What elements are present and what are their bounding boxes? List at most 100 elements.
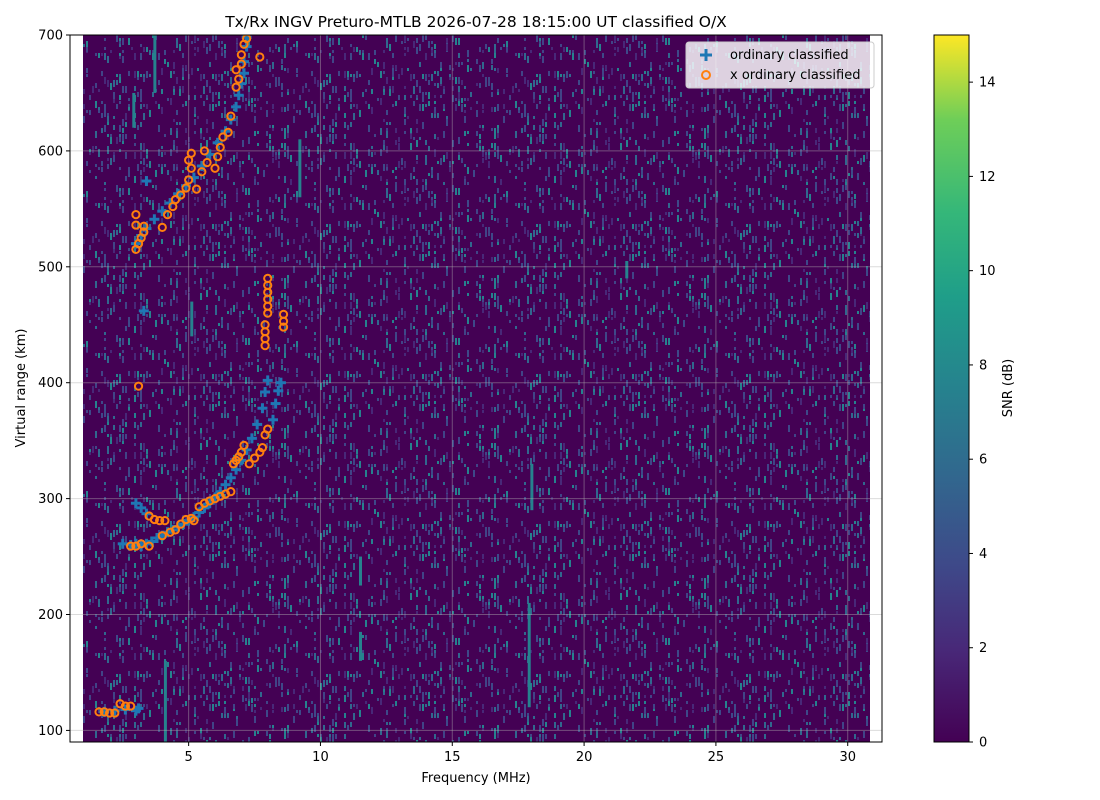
x-ordinary-point — [191, 184, 202, 194]
chart-title: Tx/Rx INGV Preturo-MTLB 2026-07-28 18:15… — [224, 13, 727, 31]
x-ordinary-point — [263, 273, 273, 283]
plot-area — [69, 34, 883, 743]
x-ordinary-point — [215, 142, 225, 153]
x-axis-label: Frequency (MHz) — [421, 771, 530, 786]
x-ordinary-point — [189, 516, 199, 526]
interference-streak — [359, 631, 362, 661]
x-ordinary-point — [197, 167, 207, 177]
colorbar-tick-label: 10 — [979, 264, 996, 279]
x-ordinary-point — [236, 59, 246, 69]
ordinary-point — [136, 502, 147, 513]
interference-streak — [163, 660, 167, 742]
legend-box — [685, 41, 875, 89]
x-ordinary-point — [110, 708, 120, 718]
series-x-ordinary — [94, 35, 289, 718]
x-ordinary-point — [157, 222, 167, 232]
x-ordinary-point — [213, 152, 223, 162]
interference-streak — [625, 261, 629, 279]
y-tick-label: 100 — [38, 724, 63, 739]
colorbar-tick-label: 6 — [979, 453, 987, 468]
x-ordinary-point — [176, 190, 186, 200]
colorbar-gradient — [933, 34, 970, 743]
ordinary-point — [262, 375, 273, 386]
interference-streak — [190, 301, 194, 337]
ordinary-point — [149, 214, 160, 225]
ordinary-point — [252, 419, 263, 430]
ordinary-point — [275, 377, 286, 388]
x-ordinary-point — [126, 701, 136, 711]
x-ordinary-point — [257, 443, 268, 453]
x-ordinary-point — [131, 210, 141, 220]
colorbar-tick-label: 12 — [979, 170, 996, 185]
y-tick-label: 500 — [38, 260, 63, 275]
x-ordinary-point — [218, 132, 228, 142]
x-ordinary-point — [226, 487, 236, 497]
x-ordinary-point — [139, 227, 149, 237]
ordinary-point — [225, 472, 236, 483]
x-ordinary-point — [162, 210, 173, 220]
colorbar: 0 2 4 6 8 10 12 14 SNR (dB) — [933, 34, 1016, 751]
x-ordinary-point — [202, 157, 212, 168]
x-ordinary-point — [231, 82, 241, 92]
legend-ordinary-label: ordinary classified — [730, 48, 849, 63]
colorbar-tick-label: 0 — [979, 736, 987, 751]
ordinary-point — [130, 498, 141, 509]
x-ordinary-point — [244, 459, 254, 469]
x-ordinary-point — [136, 539, 146, 549]
ordinary-point — [273, 385, 284, 396]
x-ordinary-point — [226, 111, 236, 121]
x-ordinary-point — [139, 221, 149, 231]
interference-streak — [153, 35, 157, 93]
x-tick-label: 20 — [576, 750, 593, 765]
x-ordinary-point — [231, 65, 241, 75]
interference-streak — [132, 92, 136, 128]
colorbar-ticks: 0 2 4 6 8 10 12 14 — [969, 76, 996, 751]
x-ordinary-point — [186, 163, 196, 173]
y-tick-label: 400 — [38, 376, 63, 391]
x-tick-label: 25 — [708, 750, 725, 765]
y-tick-label: 700 — [38, 29, 63, 44]
ordinary-point — [138, 305, 149, 316]
grid-lines — [70, 34, 882, 742]
ordinary-point — [220, 479, 231, 490]
colorbar-tick-label: 14 — [979, 76, 996, 91]
x-tick-label: 10 — [312, 750, 329, 765]
ordinary-point — [233, 90, 244, 101]
x-ordinary-point — [210, 163, 220, 173]
y-tick-label: 200 — [38, 608, 63, 623]
y-tick-label: 600 — [38, 144, 63, 159]
ordinary-point — [199, 502, 210, 513]
ordinary-point — [194, 507, 205, 518]
ordinary-point — [133, 703, 144, 714]
legend: ordinary classified x ordinary classifie… — [685, 41, 875, 89]
x-ordinary-point — [255, 52, 265, 62]
x-ordinary-point — [181, 183, 191, 193]
x-ordinary-point — [104, 708, 115, 718]
x-ordinary-point — [149, 514, 159, 525]
x-axis: 5 10 15 20 25 30 — [184, 742, 856, 765]
ordinary-point — [260, 386, 271, 397]
x-ordinary-point — [99, 707, 109, 717]
x-tick-label: 5 — [184, 750, 192, 765]
interference-streak — [298, 139, 302, 198]
x-ordinary-point — [155, 516, 165, 526]
x-ordinary-point — [249, 453, 260, 463]
heatmap-streaks — [132, 35, 629, 742]
ordinary-point — [270, 398, 281, 409]
colorbar-label: SNR (dB) — [1001, 359, 1016, 417]
y-axis: 100 200 300 400 500 600 700 — [38, 29, 70, 739]
legend-x-ordinary-marker — [701, 70, 711, 80]
x-ordinary-point — [170, 525, 181, 535]
x-ordinary-point — [144, 541, 154, 551]
x-ordinary-point — [184, 175, 194, 185]
x-ordinary-point — [278, 309, 289, 319]
interference-streak — [530, 463, 534, 511]
ordinary-point — [257, 403, 268, 414]
x-ordinary-point — [94, 707, 104, 717]
x-ordinary-point — [176, 519, 186, 529]
series-layer — [94, 35, 289, 718]
x-ordinary-point — [126, 541, 136, 551]
x-ordinary-point — [199, 146, 210, 156]
x-ordinary-point — [157, 531, 167, 541]
